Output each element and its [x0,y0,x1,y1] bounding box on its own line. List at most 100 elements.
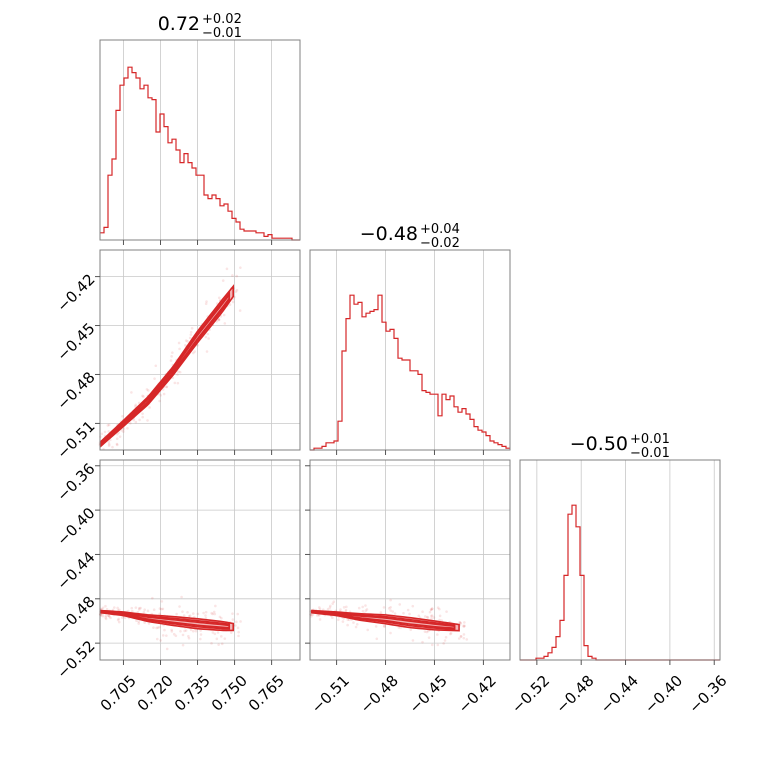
sample-point [430,607,434,610]
x-tick-label: −0.52 [508,672,553,717]
sample-point [429,614,433,618]
sample-point [217,318,221,321]
sample-point [234,290,238,293]
sample-point [178,605,181,608]
sample-point [213,612,217,616]
title-param-2: −0.48 +0.04 −0.02 [360,222,460,251]
sample-point [207,337,210,340]
sample-point [107,444,111,447]
sample-point [122,427,126,431]
y-axis-param-3: −0.52−0.48−0.44−0.40−0.36 [53,460,100,682]
sample-point [188,336,192,340]
sample-point [143,608,146,611]
sample-point [189,330,193,334]
sample-point [342,606,346,609]
sample-point [438,614,442,618]
sample-point [141,394,144,398]
sample-point [364,609,368,612]
sample-point [235,288,239,292]
sample-point [155,637,159,641]
sample-point [139,606,142,610]
x-tick-label: −0.51 [308,672,353,717]
sample-point [332,600,336,604]
sample-point [155,626,158,630]
sample-point [443,639,447,642]
contour-level-1 [100,609,235,632]
sample-point [428,610,432,614]
sample-point [134,403,138,407]
sample-point [115,443,119,447]
sample-point [238,309,242,312]
panel-frame [309,249,511,451]
sample-point [346,618,350,622]
y-axis-param-2: −0.51−0.48−0.45−0.42 [53,270,100,462]
sample-point [141,415,144,419]
sample-point [442,642,445,645]
svg-text:−0.48: −0.48 [360,223,418,245]
sample-point [158,625,161,629]
sample-point [189,628,193,632]
sample-point [425,630,429,634]
x-tick-label: 0.720 [134,672,177,715]
sample-point [236,626,240,630]
histogram-param-3 [520,504,720,661]
sample-point [430,643,434,647]
sample-point [184,629,188,632]
y-tick-label: −0.36 [53,460,98,505]
sample-point [202,611,205,615]
sample-point [187,636,191,640]
sample-point [345,605,348,609]
sample-point [127,609,130,613]
sample-point [135,619,138,623]
sample-point [161,607,165,611]
sample-point [317,614,321,617]
sample-point [136,610,140,614]
sample-point [152,626,155,629]
sample-point [344,608,348,612]
panel-frame [99,459,301,661]
sample-point [217,296,221,300]
contour-level-2 [100,610,231,630]
sample-point [141,412,144,415]
sample-point [190,326,194,330]
sample-point [382,606,386,609]
sample-point [463,621,466,624]
sample-point [106,424,110,427]
contour-level-2 [311,610,456,631]
sample-point [210,642,213,645]
sample-point [457,637,461,640]
sample-point [411,639,415,642]
histogram-param-2 [310,294,510,451]
sample-point [103,430,107,434]
sample-point [104,616,107,619]
sample-point [382,624,386,628]
sample-point [107,442,111,446]
title-median: 0.72 [158,13,200,35]
sample-point [184,339,188,342]
title-minus: −0.01 [630,446,670,461]
sample-point [181,643,185,647]
sample-point [462,624,465,628]
sample-point [397,626,401,629]
sample-point [117,617,121,621]
y-tick-label: −0.45 [53,319,98,364]
sample-point [191,351,195,355]
sample-point [449,631,453,635]
sample-point [315,614,319,617]
sample-point [179,629,182,633]
sample-point [180,595,183,599]
sample-point [131,609,134,613]
contour-level-3 [311,610,456,630]
sample-point [425,615,429,619]
sample-point [389,605,392,609]
sample-point [206,332,210,336]
sample-point [432,616,436,619]
sample-point [121,414,124,418]
title-param-3: −0.50 +0.01 −0.01 [570,432,670,461]
sample-point [204,614,207,617]
sample-point [199,633,203,636]
sample-point [156,626,160,629]
x-tick-label: −0.48 [357,672,402,717]
sample-point [361,605,364,609]
